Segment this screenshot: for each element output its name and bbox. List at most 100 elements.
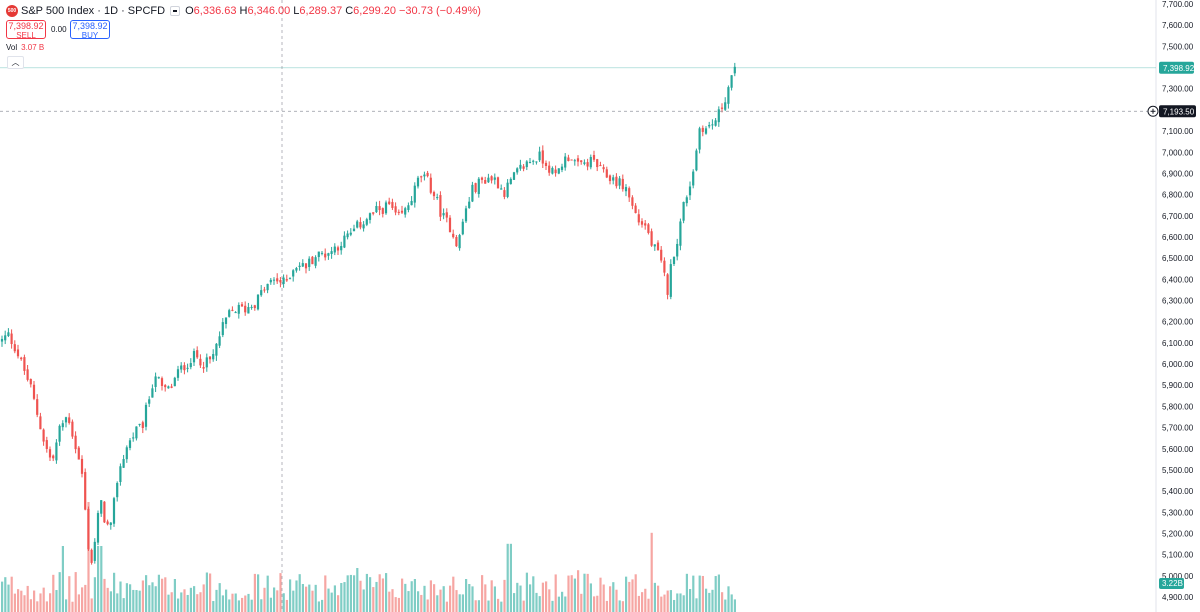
price-tick-label[interactable]: 5,700.00: [1162, 424, 1194, 433]
price-tick-label[interactable]: 5,200.00: [1162, 529, 1194, 538]
volume-bar: [692, 575, 695, 612]
candle-body: [324, 253, 327, 258]
buy-button[interactable]: 7,398.92 BUY: [70, 20, 110, 40]
candle-body: [180, 365, 183, 370]
price-tick-label[interactable]: 7,000.00: [1162, 148, 1194, 157]
volume-bar: [481, 575, 484, 612]
candle-body: [116, 482, 119, 498]
volume-bar: [317, 601, 320, 612]
volume-bar: [653, 582, 656, 612]
price-tick-label[interactable]: 5,100.00: [1162, 551, 1194, 560]
price-tick-label[interactable]: 7,300.00: [1162, 85, 1194, 94]
candle-body: [64, 417, 68, 423]
volume-bar: [449, 585, 452, 612]
candle-body: [506, 182, 509, 197]
candle-body: [564, 156, 567, 168]
volume-legend[interactable]: Vol 3.07 B: [6, 43, 45, 52]
price-tick-label[interactable]: 6,400.00: [1162, 275, 1194, 284]
volume-bar: [308, 584, 311, 612]
price-tick-label[interactable]: 6,000.00: [1162, 360, 1194, 369]
candle-body: [557, 168, 560, 174]
price-tick-label[interactable]: 6,500.00: [1162, 254, 1194, 263]
price-tick-label[interactable]: 5,300.00: [1162, 508, 1194, 517]
candle-body: [695, 150, 698, 171]
candle-body: [468, 201, 471, 208]
price-tick-label[interactable]: 6,200.00: [1162, 318, 1194, 327]
price-tick-label[interactable]: 5,500.00: [1162, 466, 1194, 475]
candle-body: [183, 365, 186, 371]
volume-bar: [500, 601, 503, 612]
volume-bar: [436, 595, 439, 612]
symbol-logo-icon[interactable]: 500: [6, 5, 18, 17]
volume-bar: [74, 572, 77, 612]
volume-bar: [103, 578, 106, 612]
volume-bar: [97, 546, 100, 612]
volume-bar: [573, 578, 576, 612]
volume-bar: [212, 601, 215, 612]
volume-bar: [365, 573, 368, 612]
candle-body: [32, 384, 36, 399]
price-tick-label[interactable]: 6,300.00: [1162, 297, 1194, 306]
candle-body: [48, 449, 52, 458]
price-tick-label[interactable]: 6,900.00: [1162, 169, 1194, 178]
price-tick-label[interactable]: 5,000.00: [1162, 572, 1194, 581]
volume-bar: [129, 584, 132, 612]
price-tick-label[interactable]: 7,100.00: [1162, 127, 1194, 136]
volume-bar: [141, 580, 144, 612]
volume-bar: [698, 575, 701, 612]
candle-body: [640, 221, 644, 225]
price-tick-label[interactable]: 6,600.00: [1162, 233, 1194, 242]
sell-button[interactable]: 7,398.92 SELL: [6, 20, 46, 40]
price-tick-label[interactable]: 6,700.00: [1162, 212, 1194, 221]
candle-body: [727, 87, 730, 104]
volume-bar: [676, 593, 679, 612]
volume-bar: [122, 598, 125, 612]
price-tick-label[interactable]: 4,900.00: [1162, 593, 1194, 602]
volume-bar: [29, 599, 32, 612]
candle-body: [583, 162, 586, 164]
price-tick-label[interactable]: 5,900.00: [1162, 381, 1194, 390]
candle-body: [119, 466, 122, 483]
volume-bar: [337, 595, 340, 612]
volume-bar: [535, 592, 538, 612]
price-tick-label[interactable]: 5,800.00: [1162, 402, 1194, 411]
price-tick-label[interactable]: 6,100.00: [1162, 339, 1194, 348]
candle-body: [653, 244, 656, 247]
volume-bar: [439, 589, 442, 612]
volume-bar: [106, 587, 109, 612]
candle-body: [477, 178, 480, 195]
candle-body: [327, 253, 330, 256]
ohlc-low: L6,289.37: [293, 5, 343, 17]
candle-body: [711, 124, 714, 126]
volume-bar: [231, 593, 234, 612]
volume-bar: [148, 585, 151, 612]
volume-bar: [295, 580, 298, 612]
symbol-title[interactable]: S&P 500 Index · 1D · SPCFD: [21, 5, 166, 17]
price-tick-label[interactable]: 7,700.00: [1162, 0, 1194, 9]
volume-bar: [119, 581, 122, 612]
price-tick-label[interactable]: 5,600.00: [1162, 445, 1194, 454]
volume-bar: [353, 575, 356, 612]
price-tick-label[interactable]: 7,500.00: [1162, 42, 1194, 51]
visibility-toggle-icon[interactable]: [170, 6, 181, 16]
price-tick-label[interactable]: 7,600.00: [1162, 21, 1194, 30]
candle-body: [189, 363, 192, 368]
volume-bar: [420, 594, 423, 612]
candle-body: [100, 500, 103, 514]
volume-bar: [301, 584, 304, 612]
candle-body: [292, 270, 295, 277]
price-tick-label[interactable]: 5,400.00: [1162, 487, 1194, 496]
volume-bar: [711, 589, 714, 612]
collapse-legend-button[interactable]: ︿: [7, 56, 24, 69]
candle-body: [298, 265, 301, 268]
candle-body: [250, 306, 253, 308]
price-tick-label[interactable]: 6,800.00: [1162, 191, 1194, 200]
candle-body: [660, 249, 663, 261]
volume-bar: [26, 585, 29, 612]
volume-bar: [170, 592, 173, 612]
candle-body: [560, 166, 564, 170]
volume-bar: [266, 575, 269, 612]
volume-bar: [177, 598, 180, 612]
volume-bar: [471, 586, 474, 612]
